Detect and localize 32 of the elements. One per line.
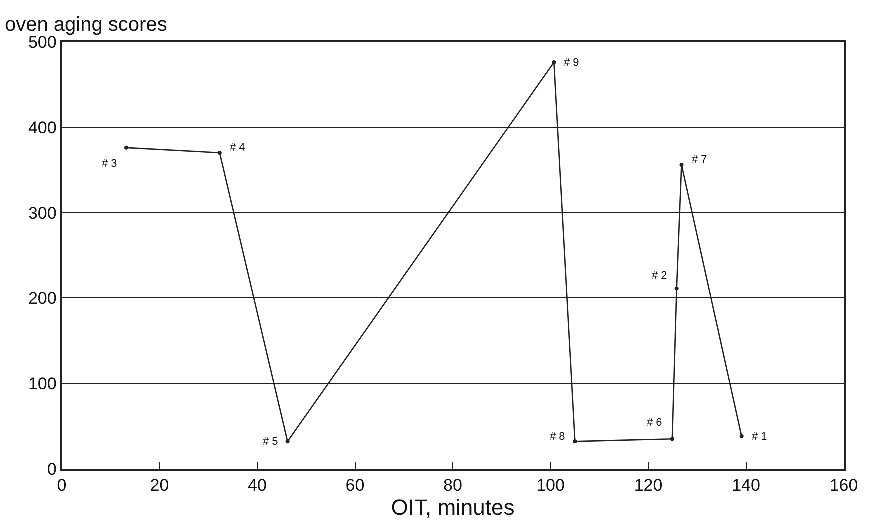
annotation: # 6: [647, 417, 662, 429]
point: [124, 146, 129, 150]
y-tick-label: 100: [28, 374, 57, 394]
point: [286, 440, 290, 444]
x-tick-label: 160: [830, 476, 858, 496]
point: [552, 60, 556, 64]
x-tick-label: 100: [536, 476, 565, 496]
annotation: # 9: [564, 57, 580, 69]
annotation: # 2: [652, 270, 668, 282]
point: [218, 151, 222, 156]
annotation: # 3: [102, 158, 118, 170]
x-tick-label: 20: [150, 476, 170, 496]
annotation: # 4: [230, 142, 246, 154]
point: [740, 434, 744, 439]
y-tick-label: 200: [28, 289, 57, 308]
point: [680, 162, 684, 167]
x-tick-label: 80: [444, 476, 462, 496]
annotation: # 1: [752, 431, 768, 443]
annotation: # 5: [263, 436, 278, 448]
x-axis-title: OIT, minutes: [391, 495, 515, 520]
y-tick-label: 400: [28, 118, 57, 138]
point: [573, 440, 578, 444]
y-tick-label: 300: [28, 204, 57, 223]
x-tick-label: 140: [732, 476, 760, 496]
x-tick-label: 40: [248, 476, 267, 496]
annotation: # 7: [692, 154, 708, 166]
point: [674, 286, 679, 291]
y-tick-label: 0: [47, 460, 57, 479]
x-tick-label: 60: [346, 476, 365, 496]
point: [670, 437, 674, 442]
annotation: # 8: [550, 431, 566, 443]
x-tick-label: 120: [634, 476, 663, 496]
